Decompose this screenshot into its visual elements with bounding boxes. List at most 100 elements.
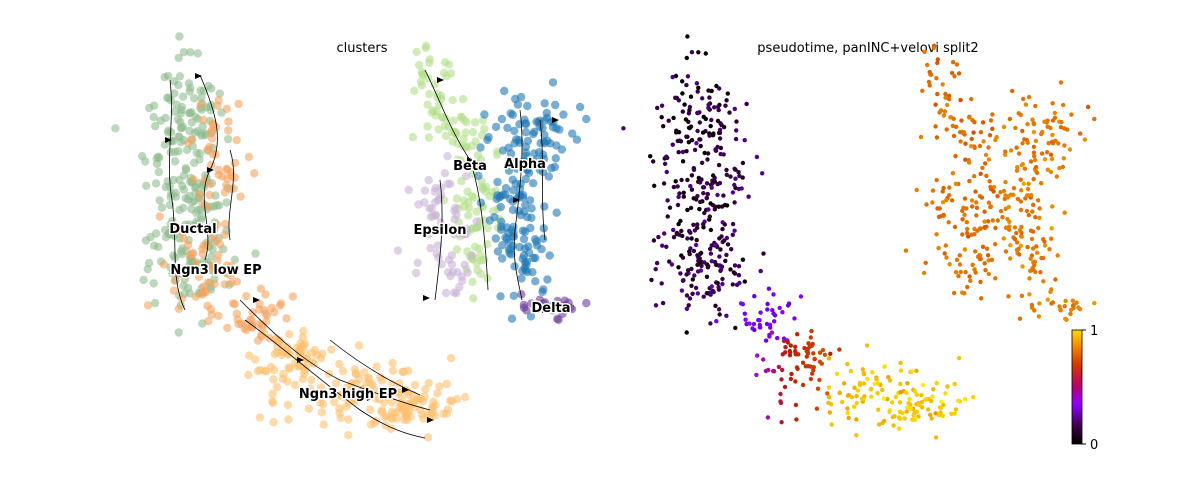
cell-point [808,335,813,340]
cell-point [518,226,528,235]
cell-point [575,102,585,112]
cell-point [492,150,502,159]
cell-point [213,256,222,266]
cell-point [1037,215,1042,220]
cell-point [474,244,484,253]
cell-point [316,354,326,363]
cell-point [1041,255,1046,261]
cell-point [931,387,936,392]
cell-point [1002,152,1008,157]
cell-point [893,394,898,400]
cell-point [621,126,626,131]
cell-point [442,379,451,389]
cell-point [978,279,983,285]
cell-point [752,294,757,299]
cell-point [467,251,477,260]
cell-point [432,107,442,116]
cell-point [715,104,721,110]
cell-point [734,128,739,133]
cell-point [1050,300,1056,305]
streamline-arrow [195,73,202,79]
cell-point [1019,230,1024,235]
cell-point [200,286,210,296]
cell-point [215,240,225,249]
cell-point [1032,157,1038,163]
cell-point [316,393,326,402]
cell-point [275,301,285,310]
cell-point [1034,250,1040,255]
cell-point [649,277,654,283]
cell-point [458,276,467,285]
cell-point [848,368,854,374]
cell-point [420,186,430,195]
cell-point [179,234,188,243]
cell-point [914,368,919,373]
streamline-arrow [542,307,549,313]
cell-point [1046,141,1051,146]
cell-point [897,416,903,421]
cell-point [914,392,919,397]
streamline-arrow [427,417,434,423]
cell-point [951,116,956,122]
cell-point [716,204,721,209]
cell-point [934,135,940,140]
cell-point [1025,122,1030,127]
cell-point [714,280,719,285]
cell-point [702,150,707,156]
cell-point [985,219,991,224]
cell-point [998,190,1003,195]
cell-point [244,370,253,380]
cell-point [704,181,710,186]
cell-point [1042,119,1047,124]
cell-point [537,245,546,254]
cell-point [780,310,785,315]
cell-point [175,205,184,215]
cell-point [261,367,271,376]
cell-point [846,415,851,421]
cell-point [186,48,195,57]
cell-point [736,170,741,175]
cell-point [292,343,301,353]
cell-point [149,113,158,122]
cell-point [982,219,987,224]
cell-point [713,242,718,247]
cell-point [695,128,700,134]
cell-point [693,285,699,291]
cell-point [1070,298,1076,303]
cell-point [882,364,887,369]
cell-point [792,316,797,321]
cell-point [1036,225,1041,231]
cell-point [707,95,712,100]
cell-point [684,293,690,298]
cell-point [1034,170,1040,175]
cell-point [727,110,732,115]
cell-point [446,396,455,405]
cell-point [977,253,983,258]
cell-point [1074,300,1079,305]
cell-point [548,123,558,132]
cell-point [182,271,191,280]
cell-point [483,135,492,145]
cluster-label-delta: Delta [531,301,570,316]
cell-point [1017,316,1023,321]
cell-point [392,414,401,423]
cell-point [993,242,998,247]
cell-point [175,266,185,275]
cell-point [723,103,728,108]
cell-point [776,364,782,370]
cell-point [945,384,950,389]
cell-point [557,145,567,154]
streamline-arrow [207,167,214,173]
cell-point [471,137,480,146]
cell-point [798,294,804,299]
cell-point [388,366,398,375]
cell-point [434,253,443,262]
cell-point [698,250,704,256]
cell-point [933,435,939,440]
cell-point [982,225,987,230]
cell-point [531,277,540,286]
cell-point [880,387,885,393]
cell-point [220,230,229,239]
cell-point [469,294,478,303]
cell-point [430,198,440,207]
